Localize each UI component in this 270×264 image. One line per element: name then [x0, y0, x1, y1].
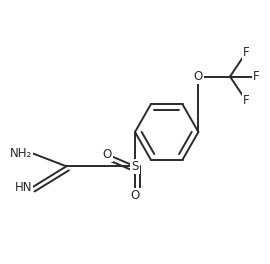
Text: HN: HN	[15, 181, 32, 194]
Text: O: O	[103, 148, 112, 161]
Text: O: O	[130, 189, 140, 202]
Text: S: S	[131, 160, 139, 173]
Text: F: F	[242, 46, 249, 59]
Text: F: F	[242, 94, 249, 107]
Text: O: O	[194, 70, 203, 83]
Text: F: F	[253, 70, 260, 83]
Text: NH₂: NH₂	[10, 147, 32, 160]
